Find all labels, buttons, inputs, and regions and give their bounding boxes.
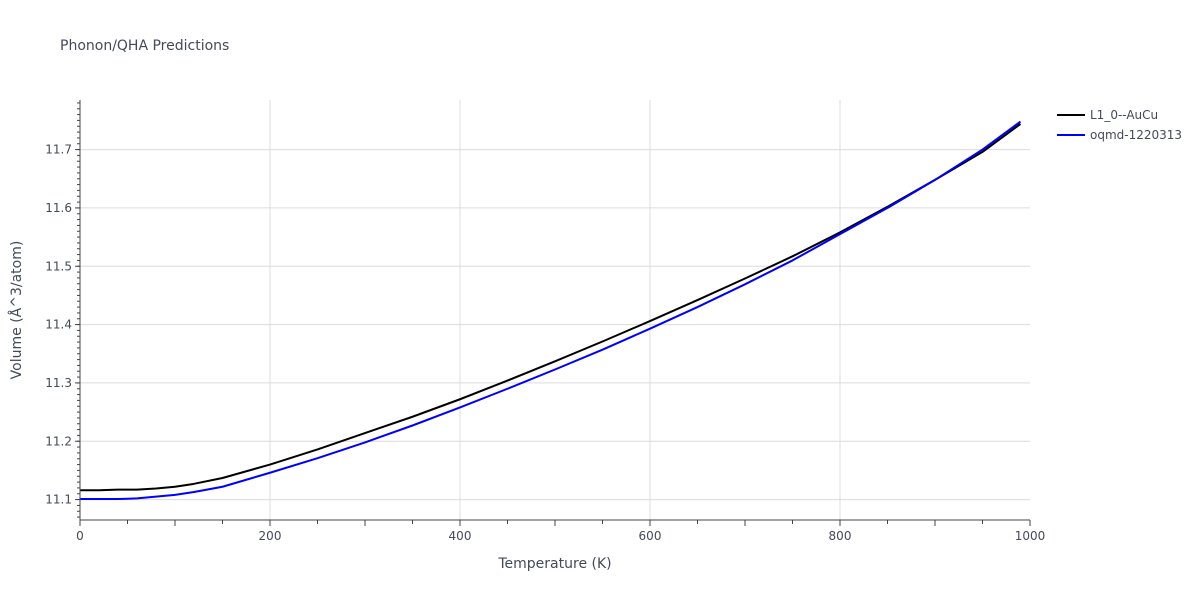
y-tick-label: 11.5 — [45, 259, 72, 273]
x-tick-label: 200 — [259, 529, 282, 543]
axes: 0 200 400 600 800 1000 11.1 11.2 11.3 11.4 11.5 11.… — [45, 100, 1045, 543]
series-line-0 — [80, 123, 1022, 492]
legend-item-1[interactable]: oqmd-1220313 — [1057, 128, 1182, 142]
y-tick-label: 11.3 — [45, 376, 72, 390]
x-tick-label: 0 — [76, 529, 84, 543]
legend[interactable]: L1_0--AuCu oqmd-1220313 — [1057, 108, 1182, 142]
chart-title: Phonon/QHA Predictions — [60, 38, 229, 54]
y-tick-label: 11.1 — [45, 493, 72, 507]
x-tick-label: 400 — [449, 529, 472, 543]
x-tick-label: 600 — [639, 529, 662, 543]
y-tick-label: 11.2 — [45, 434, 72, 448]
y-tick-label: 11.4 — [45, 318, 72, 332]
series-line-1 — [80, 120, 1022, 500]
y-tick-label: 11.6 — [45, 201, 72, 215]
y-axis-title: Volume (Å^3/atom) — [8, 241, 25, 380]
x-tick-label: 800 — [829, 529, 852, 543]
x-tick-label: 1000 — [1015, 529, 1046, 543]
legend-item-0[interactable]: L1_0--AuCu — [1057, 108, 1158, 122]
legend-label: oqmd-1220313 — [1090, 128, 1182, 142]
y-tick-label: 11.7 — [45, 143, 72, 157]
x-axis-title: Temperature (K) — [497, 556, 611, 572]
legend-label: L1_0--AuCu — [1090, 108, 1158, 122]
grid — [80, 100, 1030, 520]
series-lines — [80, 120, 1022, 500]
